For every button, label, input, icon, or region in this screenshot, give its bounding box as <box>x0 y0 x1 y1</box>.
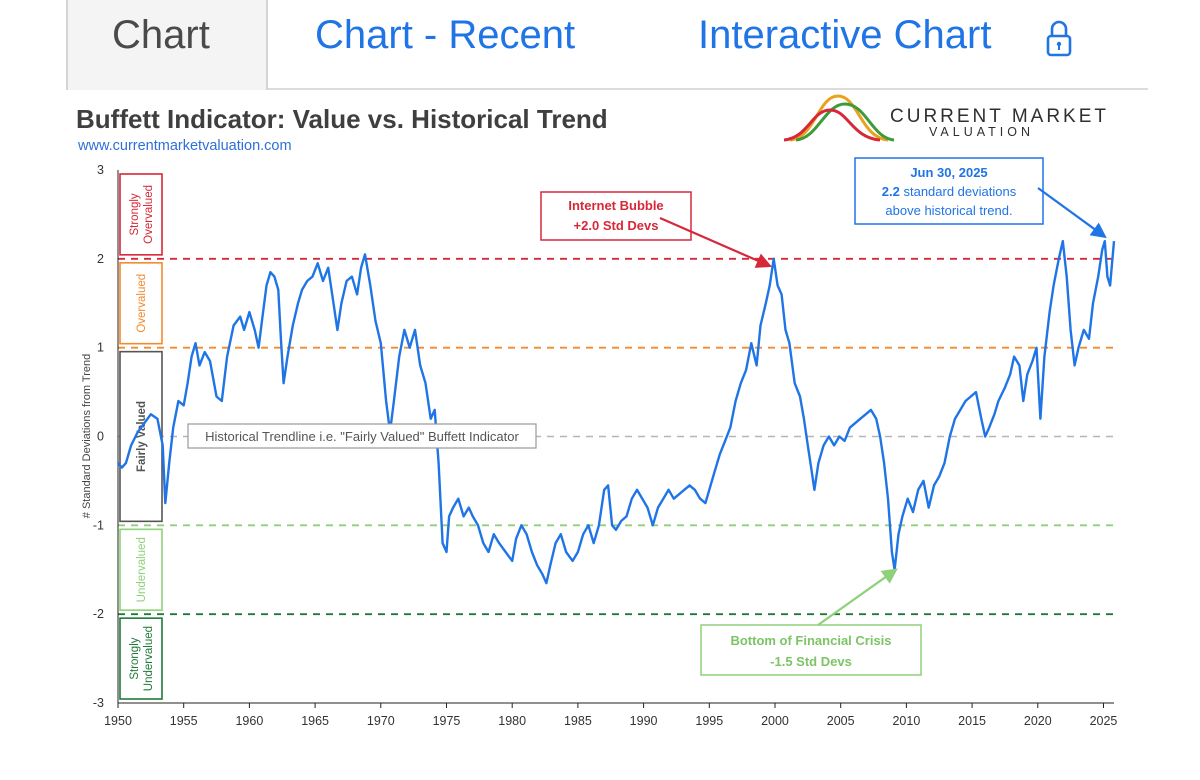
x-tick-label: 1995 <box>695 714 723 728</box>
y-tick-label: 2 <box>97 252 104 266</box>
financial-crisis-annotation: Bottom of Financial Crisis -1.5 Std Devs <box>700 568 922 676</box>
active-tab-background <box>66 0 268 90</box>
series <box>117 239 1116 585</box>
chart-title: Buffett Indicator: Value vs. Historical … <box>76 104 608 134</box>
x-tick-label: 1955 <box>170 714 198 728</box>
tab-chart[interactable]: Chart <box>112 13 210 57</box>
y-tick-label: 3 <box>97 163 104 177</box>
latest-annotation-date: Jun 30, 2025 <box>910 165 987 180</box>
x-tick-label: 2020 <box>1024 714 1052 728</box>
latest-annotation-line2: 2.2 standard deviations <box>882 184 1017 199</box>
logo-text-line1: CURRENT MARKET <box>890 106 1109 127</box>
zone-box <box>119 173 163 256</box>
tab-interactive-chart[interactable]: Interactive Chart <box>698 13 992 57</box>
x-tick-label: 1975 <box>433 714 461 728</box>
y-tick-label: 1 <box>97 341 104 355</box>
crisis-annotation-line2: -1.5 Std Devs <box>770 654 852 669</box>
x-tick-label: 1990 <box>630 714 658 728</box>
internet-bubble-annotation: Internet Bubble +2.0 Std Devs <box>540 191 772 268</box>
crisis-annotation-line1: Bottom of Financial Crisis <box>730 633 891 648</box>
zone-box <box>119 617 163 700</box>
reference-lines <box>118 257 1114 616</box>
latest-arrow-icon <box>1037 187 1107 239</box>
tab-bar: Chart Chart - Recent Interactive Chart <box>0 0 1200 90</box>
zone-label: Undervalued <box>136 537 148 602</box>
latest-annotation-line2-rest: standard deviations <box>900 184 1017 199</box>
zone-box <box>119 528 163 611</box>
zone-fairly-valued: Fairly Valued <box>119 350 163 523</box>
y-tick-label: 0 <box>97 430 104 444</box>
tab-bar-divider <box>268 88 1148 90</box>
crisis-arrow-icon <box>817 568 898 626</box>
logo: CURRENT MARKET VALUATION <box>783 94 1109 142</box>
zone-undervalued: Undervalued <box>119 528 163 611</box>
buffett-indicator-chart: Buffett Indicator: Value vs. Historical … <box>76 94 1118 728</box>
zone-label: Fairly Valued <box>136 401 148 472</box>
latest-value-annotation: Jun 30, 2025 2.2 standard deviations abo… <box>854 157 1107 239</box>
logo-text-line2: VALUATION <box>929 125 1034 139</box>
x-tick-label: 2005 <box>827 714 855 728</box>
x-tick-label: 1970 <box>367 714 395 728</box>
zone-strongly-overvalued: Strongly Overvalued <box>119 173 163 256</box>
bubble-annotation-line2: +2.0 Std Devs <box>574 218 659 233</box>
zone-box <box>119 262 163 345</box>
x-tick-label: 2010 <box>892 714 920 728</box>
buffett-indicator-series-line <box>117 239 1116 585</box>
zone-label: Strongly <box>129 637 141 679</box>
zone-label: Strongly <box>129 193 141 235</box>
tab-chart-recent[interactable]: Chart - Recent <box>315 13 576 57</box>
x-tick-label: 1960 <box>235 714 263 728</box>
trendline-annotation: Historical Trendline i.e. "Fairly Valued… <box>187 423 537 449</box>
trendline-annotation-text: Historical Trendline i.e. "Fairly Valued… <box>205 429 519 444</box>
zone-overvalued: Overvalued <box>119 262 163 345</box>
zone-label: Overvalued <box>143 185 155 244</box>
zone-label: Undervalued <box>143 626 155 691</box>
latest-annotation-value: 2.2 <box>882 184 900 199</box>
y-tick-label: -3 <box>93 696 104 710</box>
logo-bell-curves-icon <box>783 94 895 142</box>
x-tick-label: 1985 <box>564 714 592 728</box>
x-tick-label: 2000 <box>761 714 789 728</box>
bubble-arrow-icon <box>659 216 772 268</box>
chart-subtitle-url[interactable]: www.currentmarketvaluation.com <box>77 138 292 154</box>
zone-strongly-undervalued: Strongly Undervalued <box>119 617 163 700</box>
lock-icon[interactable] <box>1045 18 1073 58</box>
bubble-annotation-line1: Internet Bubble <box>568 198 663 213</box>
y-tick-label: -1 <box>93 518 104 532</box>
y-tick-label: -2 <box>93 607 104 621</box>
latest-annotation-line3: above historical trend. <box>885 203 1012 218</box>
zone-label: Overvalued <box>136 274 148 333</box>
x-tick-label: 1950 <box>104 714 132 728</box>
x-tick-label: 2025 <box>1090 714 1118 728</box>
x-tick-label: 1980 <box>498 714 526 728</box>
x-tick-label: 1965 <box>301 714 329 728</box>
x-tick-label: 2015 <box>958 714 986 728</box>
y-axis-label: # Standard Deviations from Trend <box>81 354 93 518</box>
